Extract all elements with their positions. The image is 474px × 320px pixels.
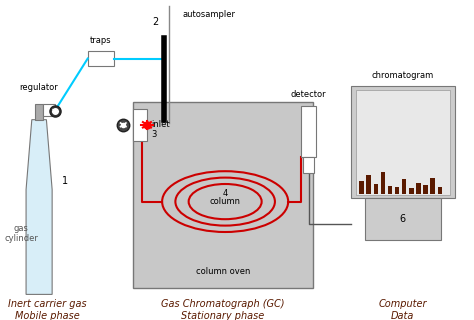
Bar (423, 185, 428, 194)
Text: traps: traps (90, 36, 111, 45)
Bar (395, 187, 399, 194)
Text: detector: detector (291, 90, 327, 99)
Bar (430, 178, 435, 194)
Bar (133, 109, 147, 141)
Bar (43, 104, 55, 116)
Bar (416, 183, 420, 194)
Text: regulator: regulator (20, 84, 58, 92)
Text: Gas Chromatograph (GC)
Stationary phase: Gas Chromatograph (GC) Stationary phase (161, 299, 284, 320)
Text: 2: 2 (153, 17, 159, 28)
Bar (133, 102, 313, 288)
Bar (388, 186, 392, 194)
Bar (88, 51, 114, 66)
Text: 6: 6 (400, 214, 406, 224)
Bar (303, 157, 314, 173)
Text: inlet: inlet (152, 120, 170, 129)
Bar (356, 90, 450, 195)
Bar (438, 187, 442, 194)
Text: Computer
Data: Computer Data (379, 299, 427, 320)
Text: 4: 4 (222, 189, 228, 198)
Bar (301, 106, 316, 157)
Text: gas
cylinder: gas cylinder (4, 224, 38, 243)
Text: chromatogram: chromatogram (372, 71, 434, 80)
Polygon shape (26, 120, 52, 294)
Bar (351, 86, 455, 198)
Text: column oven: column oven (196, 268, 250, 276)
Text: 1: 1 (62, 176, 68, 186)
Bar (365, 198, 441, 240)
Text: Inert carrier gas
Mobile phase: Inert carrier gas Mobile phase (8, 299, 87, 320)
Bar (366, 175, 371, 194)
Ellipse shape (192, 186, 258, 218)
Bar (381, 172, 385, 194)
Bar (409, 188, 413, 194)
Text: 3: 3 (152, 130, 157, 139)
Bar (359, 181, 364, 194)
Text: column: column (210, 197, 241, 206)
Bar (35, 104, 43, 120)
Bar (402, 179, 406, 194)
Text: 5: 5 (305, 116, 312, 127)
Bar (374, 184, 378, 194)
Text: autosampler: autosampler (182, 10, 236, 19)
